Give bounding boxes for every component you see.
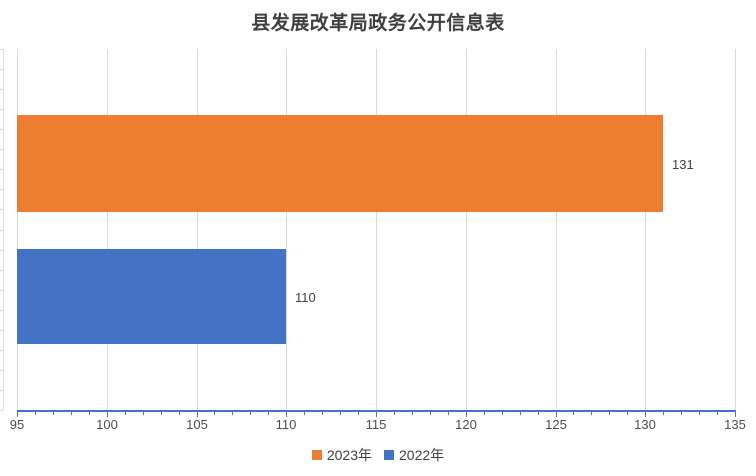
category-axis-tick [0,310,3,311]
gridline [17,49,18,410]
value-axis-label: 120 [455,417,477,432]
value-axis-minor-tick [663,412,664,415]
value-axis-minor-tick [448,412,449,415]
gridline [286,49,287,410]
value-axis-minor-tick [35,412,36,415]
value-axis-label: 110 [275,417,297,432]
plot-area: 131 110 [17,49,736,410]
bar-2022年 [17,249,286,344]
value-axis-label: 135 [724,417,746,432]
data-label: 110 [295,289,316,305]
legend-item-2023年: 2023年 [311,447,372,463]
category-axis-tick [0,270,3,271]
value-axis-minor-tick [717,412,718,415]
value-axis-minor-tick [358,412,359,415]
value-axis-minor-tick [681,412,682,415]
value-axis-major-tick [286,412,287,417]
value-axis-minor-tick [143,412,144,415]
gridline [556,49,557,410]
value-axis-minor-tick [71,412,72,415]
chart-title: 县发展改革局政务公开信息表 [251,13,505,34]
data-label: 131 [672,156,694,172]
category-axis-tick [0,209,3,210]
value-axis-minor-tick [627,412,628,415]
value-axis-label: 105 [186,417,208,432]
gridline [466,49,467,410]
value-axis-minor-tick [161,412,162,415]
value-axis-minor-tick [340,412,341,415]
value-axis-minor-tick [573,412,574,415]
category-axis-tick [0,290,3,291]
value-axis-minor-tick [268,412,269,415]
category-axis-tick [0,149,3,150]
value-axis-major-tick [17,412,18,417]
value-axis-major-tick [556,412,557,417]
gridline [645,49,646,410]
category-axis-tick [0,69,3,70]
value-axis-major-tick [197,412,198,417]
value-axis-minor-tick [520,412,521,415]
category-axis-tick [0,410,3,411]
value-axis-minor-tick [412,412,413,415]
value-axis-major-tick [376,412,377,417]
value-axis-minor-tick [214,412,215,415]
value-axis-minor-tick [430,412,431,415]
category-axis-tick [0,350,3,351]
bar-2023年 [17,115,663,212]
category-axis-tick [0,89,3,90]
value-axis-minor-tick [232,412,233,415]
category-axis-tick [0,169,3,170]
value-axis-label: 95 [9,417,25,432]
value-axis-minor-tick [591,412,592,415]
value-axis-minor-tick [304,412,305,415]
category-axis-tick [0,109,3,110]
value-axis-label: 115 [365,417,387,432]
legend-label: 2022年 [399,447,445,463]
legend-label: 2023年 [326,447,372,463]
category-axis-tick [0,250,3,251]
value-axis-minor-tick [322,412,323,415]
value-axis-minor-tick [125,412,126,415]
category-axis-tick [0,330,3,331]
gridline [107,49,108,410]
value-axis-major-tick [107,412,108,417]
value-axis-minor-tick [699,412,700,415]
value-axis-minor-tick [179,412,180,415]
value-axis-minor-tick [484,412,485,415]
category-axis-line [3,49,4,410]
value-axis-major-tick [645,412,646,417]
category-axis-tick [0,230,3,231]
category-axis-tick [0,370,3,371]
value-axis-label: 100 [96,417,118,432]
legend: 2023年 2022年 [0,445,756,465]
value-axis-minor-tick [394,412,395,415]
legend-item-2022年: 2022年 [384,448,444,462]
value-axis-minor-tick [502,412,503,415]
gridline [376,49,377,410]
gridline [735,49,736,410]
value-axis-label: 125 [545,417,567,432]
value-axis-minor-tick [538,412,539,415]
value-axis-minor-tick [250,412,251,415]
value-axis-label: 130 [634,417,656,432]
category-axis-tick [0,189,3,190]
value-axis-minor-tick [609,412,610,415]
value-axis-minor-tick [53,412,54,415]
value-axis-major-tick [735,412,736,417]
value-axis-minor-tick [89,412,90,415]
category-axis-tick [0,390,3,391]
legend-swatch-icon [311,450,322,460]
category-axis-tick [0,129,3,130]
gridline [197,49,198,410]
legend-swatch-icon [384,450,394,460]
value-axis-line [17,410,736,412]
value-axis-major-tick [466,412,467,417]
category-axis-tick [0,49,3,50]
